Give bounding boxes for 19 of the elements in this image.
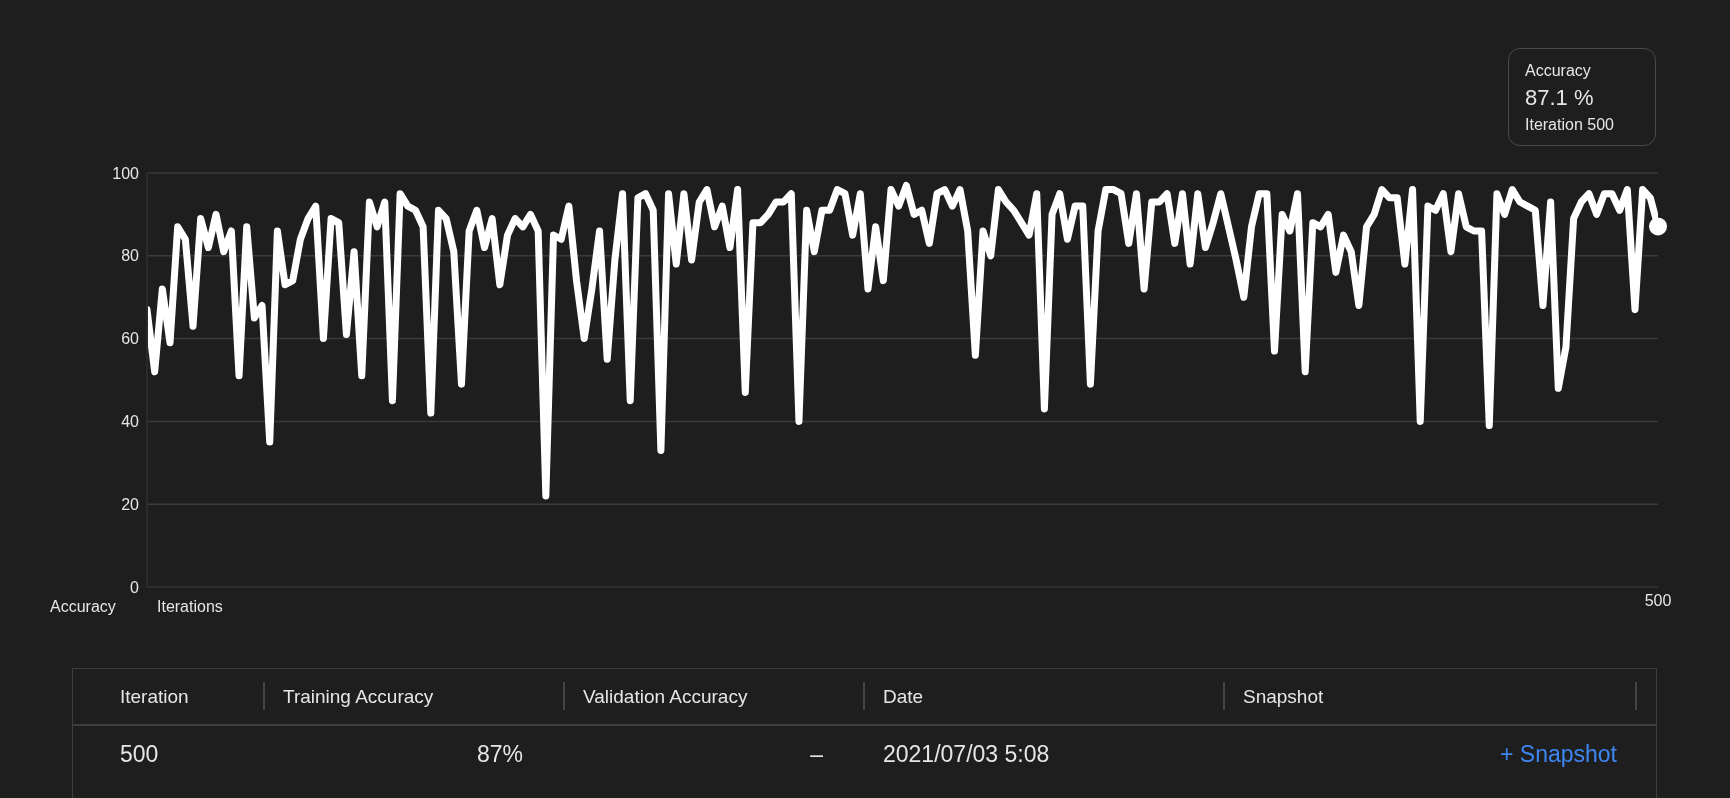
x-axis-title: Iterations	[157, 598, 223, 616]
text: Iteration	[120, 686, 190, 708]
text: Validation Accuracy	[583, 686, 749, 708]
text: Date	[883, 686, 925, 708]
text: Training Accuracy	[283, 686, 435, 708]
text: 500	[120, 741, 160, 768]
y-axis-title: Accuracy	[50, 598, 116, 616]
y-tick-label: 0	[130, 578, 140, 596]
y-tick-label: 60	[121, 330, 140, 348]
y-tick-label: 40	[121, 413, 140, 431]
y-tick-label: 100	[112, 164, 140, 182]
text: –	[809, 741, 823, 768]
y-tick-label: 20	[121, 495, 140, 513]
text: 87%	[475, 741, 523, 768]
text: 2021/07/03 5:08	[883, 741, 1051, 768]
text: Accuracy 87.1 % Iteration 500	[1525, 61, 1615, 135]
text: + Snapshot	[1499, 741, 1617, 768]
y-tick-label: 80	[121, 247, 140, 265]
text: Snapshot	[1243, 686, 1325, 708]
